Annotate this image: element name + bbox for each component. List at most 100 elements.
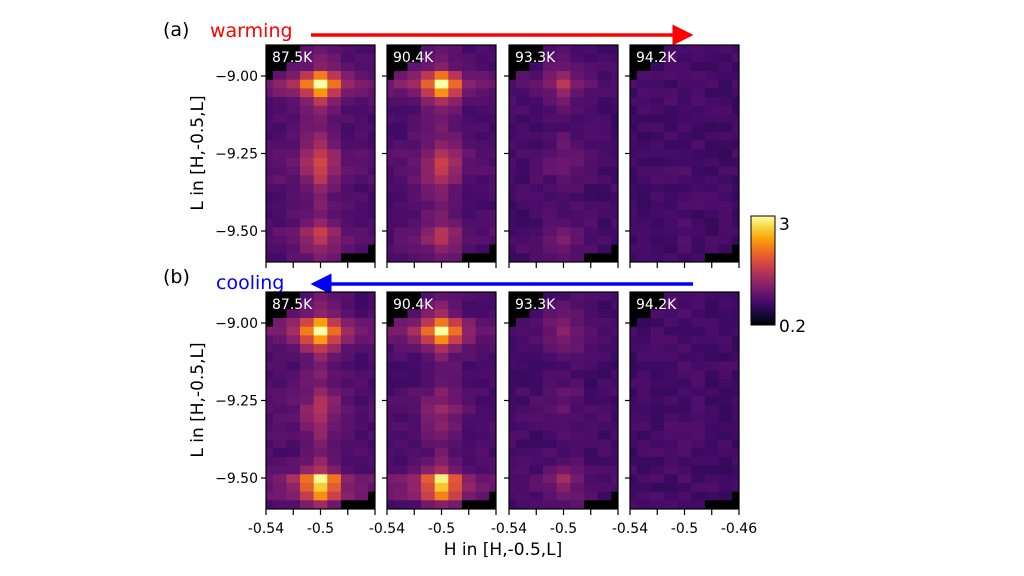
- heatmap-cell: [272, 105, 287, 115]
- panel-b-90.4K: 90.4K: [386, 291, 497, 510]
- heatmap-cell: [509, 235, 517, 246]
- heatmap-cell: [340, 131, 355, 141]
- heatmap-cell: [704, 500, 719, 509]
- heatmap-cell: [368, 79, 375, 89]
- heatmap-cell: [407, 192, 422, 202]
- heatmap-cell: [266, 413, 274, 423]
- heatmap-cell: [489, 482, 496, 493]
- heatmap-cell: [300, 396, 315, 406]
- heatmap-cell: [300, 244, 315, 254]
- heatmap-cell: [475, 430, 490, 440]
- heatmap-cell: [475, 244, 490, 254]
- heatmap-cell: [704, 387, 719, 397]
- heatmap-cell: [556, 192, 571, 202]
- heatmap-cell: [448, 53, 463, 63]
- heatmap-cell: [266, 344, 274, 354]
- heatmap-cell: [543, 149, 558, 159]
- heatmap-cell: [407, 422, 422, 432]
- heatmap-cell: [489, 292, 496, 302]
- heatmap-cell: [313, 201, 328, 211]
- heatmap-cell: [611, 309, 618, 319]
- heatmap-cell: [704, 309, 719, 319]
- heatmap-cell: [266, 235, 274, 246]
- heatmap-cell: [475, 439, 490, 449]
- heatmap-cell: [677, 88, 692, 98]
- heatmap-cell: [597, 140, 612, 150]
- heatmap-cell: [461, 166, 476, 176]
- heatmap-cell: [515, 448, 530, 458]
- heatmap-cell: [691, 131, 706, 141]
- heatmap-cell: [421, 430, 436, 440]
- heatmap-cell: [677, 244, 692, 254]
- heatmap-cell: [434, 413, 449, 423]
- heatmap-cell: [475, 422, 490, 432]
- heatmap-cell: [448, 62, 463, 72]
- heatmap-cell: [636, 227, 651, 237]
- heatmap-cell: [272, 192, 287, 202]
- heatmap-cell: [718, 253, 733, 262]
- heatmap-cell: [704, 361, 719, 371]
- heatmap-cell: [509, 218, 517, 228]
- heatmap-cell: [630, 157, 638, 167]
- heatmap-cell: [597, 352, 612, 362]
- heatmap-cell: [509, 352, 517, 362]
- heatmap-cell: [529, 105, 544, 115]
- heatmap-cell: [393, 500, 408, 509]
- heatmap-cell: [300, 218, 315, 228]
- heatmap-cell: [448, 326, 463, 336]
- heatmap-cell: [434, 491, 449, 501]
- panel-a-93.3K: 93.3K: [508, 44, 619, 263]
- heatmap-cell: [691, 192, 706, 202]
- heatmap-cell: [556, 292, 571, 302]
- heatmap-cell: [630, 387, 638, 397]
- heatmap-cell: [718, 62, 733, 72]
- heatmap-cell: [583, 175, 598, 185]
- heatmap-cell: [407, 474, 422, 484]
- heatmap-cell: [543, 131, 558, 141]
- heatmap-cell: [434, 448, 449, 458]
- heatmap-cell: [354, 491, 369, 501]
- heatmap-cell: [677, 227, 692, 237]
- heatmap-cell: [611, 183, 618, 193]
- heatmap-cell: [515, 227, 530, 237]
- heatmap-cell: [286, 253, 301, 262]
- heatmap-cell: [630, 482, 638, 493]
- heatmap-cell: [556, 149, 571, 159]
- heatmap-cell: [489, 253, 496, 262]
- heatmap-cell: [677, 201, 692, 211]
- heatmap-cell: [556, 71, 571, 81]
- heatmap-cell: [515, 175, 530, 185]
- heatmap-cell: [354, 413, 369, 423]
- heatmap-cell: [529, 88, 544, 98]
- heatmap-cell: [300, 439, 315, 449]
- heatmap-cell: [611, 45, 618, 55]
- heatmap-cell: [421, 448, 436, 458]
- temperature-label: 87.5K: [272, 297, 313, 313]
- heatmap-cell: [448, 140, 463, 150]
- heatmap-cell: [272, 352, 287, 362]
- heatmap-cell: [393, 123, 408, 133]
- heatmap-cell: [300, 474, 315, 484]
- heatmap-cell: [327, 378, 342, 388]
- heatmap-cell: [718, 131, 733, 141]
- heatmap-cell: [630, 413, 638, 423]
- heatmap-cell: [556, 114, 571, 124]
- heatmap-cell: [368, 404, 375, 414]
- heatmap-cell: [421, 45, 436, 55]
- heatmap-cell: [448, 123, 463, 133]
- heatmap-cell: [272, 491, 287, 501]
- heatmap-cell: [266, 352, 274, 362]
- heatmap-cell: [489, 79, 496, 89]
- heatmap-cell: [543, 370, 558, 380]
- heatmap-cell: [543, 404, 558, 414]
- heatmap-cell: [313, 500, 328, 509]
- heatmap-cell: [407, 300, 422, 310]
- heatmap-cell: [327, 430, 342, 440]
- heatmap-cell: [354, 175, 369, 185]
- heatmap-cell: [732, 218, 739, 228]
- heatmap-cell: [407, 318, 422, 328]
- heatmap-cell: [515, 474, 530, 484]
- heatmap-cell: [732, 352, 739, 362]
- heatmap-cell: [434, 131, 449, 141]
- heatmap-cell: [393, 79, 408, 89]
